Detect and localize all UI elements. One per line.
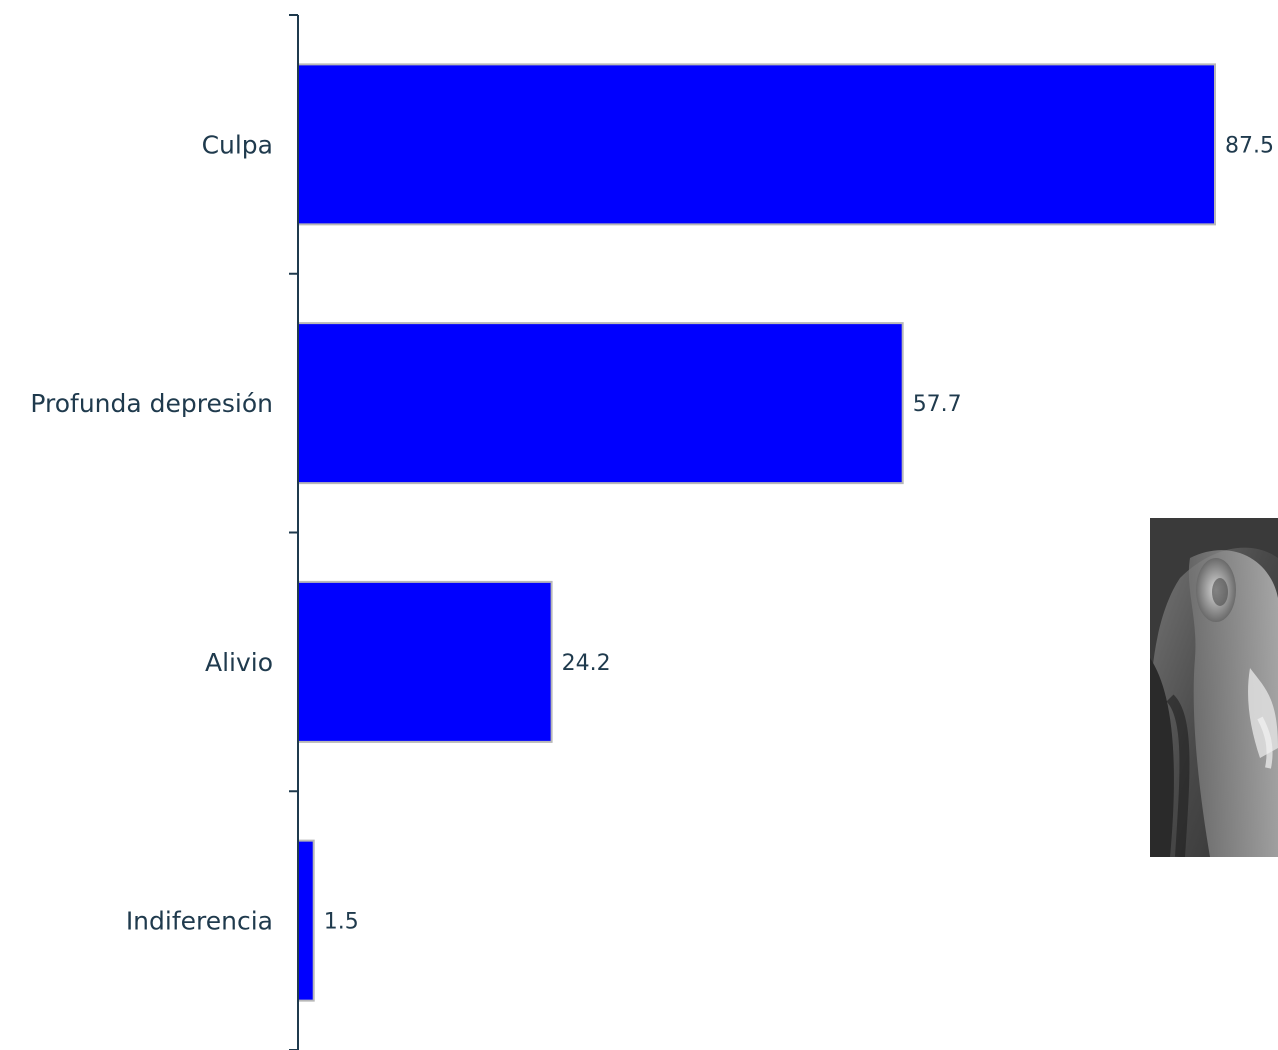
bar-indiferencia <box>297 839 315 1002</box>
labels-layer: Culpa 87.5 Profunda depresión 57.7 Alivio 24.… <box>30 130 1274 935</box>
value-label: 87.5 <box>1225 133 1274 158</box>
category-label: Alivio <box>205 648 273 677</box>
bar-profunda-depresión <box>297 322 904 485</box>
category-label: Indiferencia <box>126 907 273 936</box>
bars-layer <box>297 63 1216 1002</box>
bar-alivio <box>297 580 553 743</box>
portrait-photo <box>1150 518 1278 857</box>
value-label: 57.7 <box>913 392 962 417</box>
value-label: 1.5 <box>324 910 359 935</box>
portrait-photo-icon <box>1150 518 1278 857</box>
category-label: Culpa <box>202 130 273 159</box>
category-label: Profunda depresión <box>30 389 273 418</box>
category-axis <box>289 14 299 1050</box>
value-label: 24.2 <box>562 651 611 676</box>
bar-culpa <box>297 63 1216 226</box>
